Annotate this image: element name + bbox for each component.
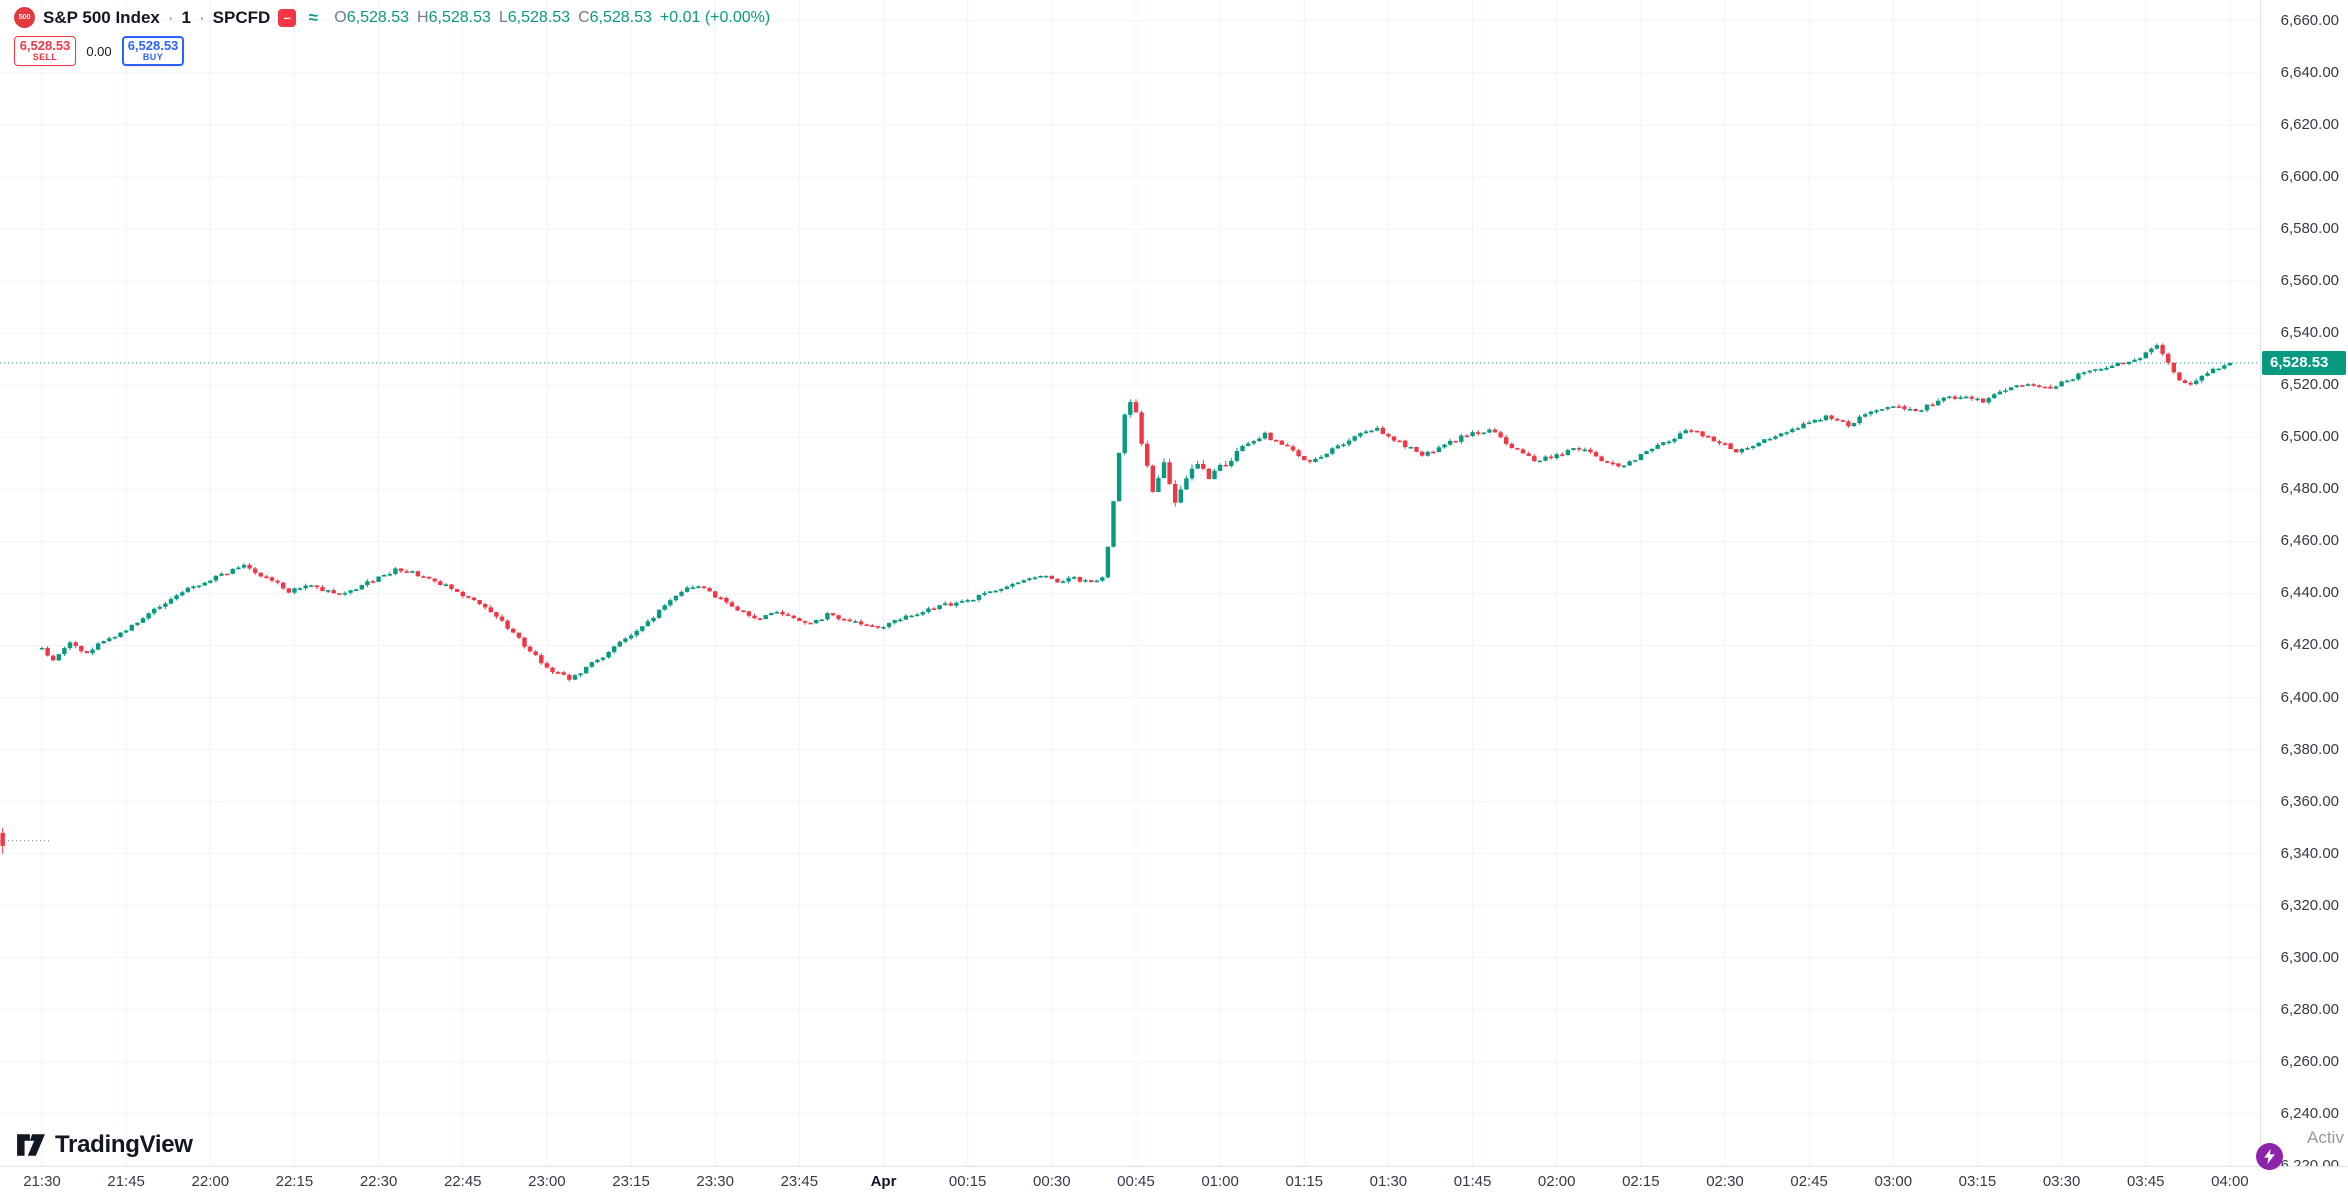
- chart-legend: 500 S&P 500 Index · 1 · SPCFD – ≈ O6,528…: [14, 7, 770, 28]
- time-tick-label: 23:00: [528, 1173, 566, 1190]
- time-tick-label: 03:45: [2126, 1173, 2165, 1190]
- time-tick-label: 03:30: [2042, 1173, 2081, 1190]
- sell-label: SELL: [32, 52, 58, 63]
- lightning-bolt-icon: [2264, 1149, 2275, 1164]
- price-tick-label: 6,580.00: [2280, 220, 2339, 238]
- flash-icon[interactable]: [2256, 1143, 2283, 1170]
- price-tick-label: 6,460.00: [2280, 532, 2339, 550]
- red-dash-icon[interactable]: –: [278, 8, 297, 27]
- open-value: 6,528.53: [346, 8, 410, 26]
- price-tick-label: 6,220.00: [2280, 1157, 2339, 1166]
- high-label: H: [417, 8, 429, 26]
- gridlines: [0, 0, 2260, 1167]
- low-label: L: [498, 8, 508, 26]
- price-tick-label: 6,240.00: [2280, 1104, 2339, 1122]
- time-tick-label: 04:00: [2211, 1173, 2249, 1190]
- price-tick-label: 6,520.00: [2280, 376, 2339, 394]
- price-tick-label: 6,540.00: [2280, 324, 2339, 342]
- time-tick-label: 00:45: [1117, 1173, 1155, 1190]
- high-value: 6,528.53: [428, 8, 491, 26]
- time-tick-label: 02:45: [1790, 1173, 1828, 1190]
- price-tick-label: 6,420.00: [2280, 636, 2339, 654]
- open-label: O: [334, 8, 347, 26]
- ohlc-readout: O6,528.53 H6,528.53 L6,528.53 C6,528.53 …: [334, 9, 770, 27]
- buy-button[interactable]: 6,528.53 BUY: [122, 36, 184, 66]
- time-tick-label: 22:30: [359, 1173, 398, 1190]
- sell-price: 6,528.53: [19, 38, 71, 54]
- close-label: C: [578, 8, 590, 26]
- price-tick-label: 6,340.00: [2280, 844, 2339, 862]
- tradingview-logo-icon: [17, 1134, 45, 1156]
- time-tick-label: 00:30: [1033, 1173, 1071, 1190]
- teal-wave-icon[interactable]: ≈: [308, 7, 318, 27]
- watermark-partial-text: Activ: [2307, 1128, 2344, 1147]
- time-tick-label: 01:15: [1285, 1173, 1324, 1190]
- exchange-label[interactable]: SPCFD: [212, 7, 271, 27]
- price-tick-label: 6,640.00: [2280, 63, 2339, 81]
- time-tick-label: 23:15: [612, 1173, 650, 1190]
- price-axis[interactable]: 6,660.00 6,640.00 6,620.00 6,600.00 6,580.00…: [2260, 0, 2348, 1166]
- current-price-value: 6,528.53: [2270, 354, 2329, 372]
- price-tick-label: 6,400.00: [2280, 688, 2339, 706]
- time-tick-label: 23:45: [780, 1173, 819, 1190]
- symbol-title[interactable]: S&P 500 Index: [43, 7, 160, 27]
- time-tick-label: 01:45: [1453, 1173, 1492, 1190]
- price-tick-label: 6,480.00: [2280, 480, 2339, 498]
- legend-separator: ·: [199, 7, 205, 27]
- spread-value: 0.00: [86, 43, 112, 59]
- time-tick-label: 01:30: [1369, 1173, 1408, 1190]
- time-tick-label: 03:15: [1958, 1173, 1997, 1190]
- price-tick-label: 6,260.00: [2280, 1052, 2339, 1070]
- close-value: 6,528.53: [589, 8, 652, 26]
- time-tick-label: 00:15: [948, 1173, 987, 1190]
- price-tick-label: 6,320.00: [2280, 896, 2339, 914]
- price-tick-label: 6,500.00: [2280, 428, 2339, 446]
- time-tick-label: 23:30: [696, 1173, 734, 1190]
- price-tick-label: 6,620.00: [2280, 115, 2339, 133]
- price-tick-label: 6,280.00: [2280, 1000, 2339, 1018]
- time-tick-label: 22:15: [275, 1173, 314, 1190]
- tradingview-logo[interactable]: TradingView: [16, 1131, 193, 1159]
- price-tick-label: 6,380.00: [2280, 740, 2339, 758]
- tradingview-brand-text: TradingView: [55, 1131, 193, 1158]
- time-axis[interactable]: 21:30 21:45 22:00 22:15 22:30 22:45 23:00 23:15…: [0, 1166, 2348, 1196]
- price-tick-label: 6,440.00: [2280, 584, 2339, 602]
- legend-separator: ·: [167, 7, 174, 27]
- time-tick-label: 02:30: [1706, 1173, 1744, 1190]
- change-value: +0.01 (+0.00%): [659, 8, 771, 26]
- time-tick-label: Apr: [870, 1173, 897, 1190]
- time-tick-label: 21:45: [107, 1173, 145, 1190]
- price-tick-label: 6,600.00: [2280, 167, 2339, 185]
- price-tick-label: 6,660.00: [2280, 11, 2339, 29]
- current-price-label: 6,528.53: [2262, 350, 2346, 375]
- time-tick-label: 03:00: [1874, 1173, 1913, 1190]
- time-tick-label: 22:00: [191, 1173, 230, 1190]
- time-tick-label: 02:00: [1537, 1173, 1576, 1190]
- buy-price: 6,528.53: [127, 38, 179, 54]
- buy-label: BUY: [142, 52, 164, 63]
- low-value: 6,528.53: [507, 8, 571, 26]
- time-tick-label: 21:30: [23, 1173, 61, 1190]
- price-tick-label: 6,360.00: [2280, 792, 2339, 810]
- time-tick-label: 02:15: [1622, 1173, 1660, 1190]
- time-tick-label: 01:00: [1201, 1173, 1239, 1190]
- time-tick-label: 22:45: [443, 1173, 482, 1190]
- interval-label[interactable]: 1: [181, 7, 191, 27]
- sp500-logo-icon: 500: [14, 7, 35, 28]
- price-tick-label: 6,560.00: [2280, 272, 2339, 290]
- sell-button[interactable]: 6,528.53 SELL: [14, 36, 76, 66]
- trade-panel: 6,528.53 SELL 0.00 6,528.53 BUY: [14, 36, 184, 66]
- price-tick-label: 6,300.00: [2280, 948, 2339, 966]
- candles: [0, 343, 2233, 854]
